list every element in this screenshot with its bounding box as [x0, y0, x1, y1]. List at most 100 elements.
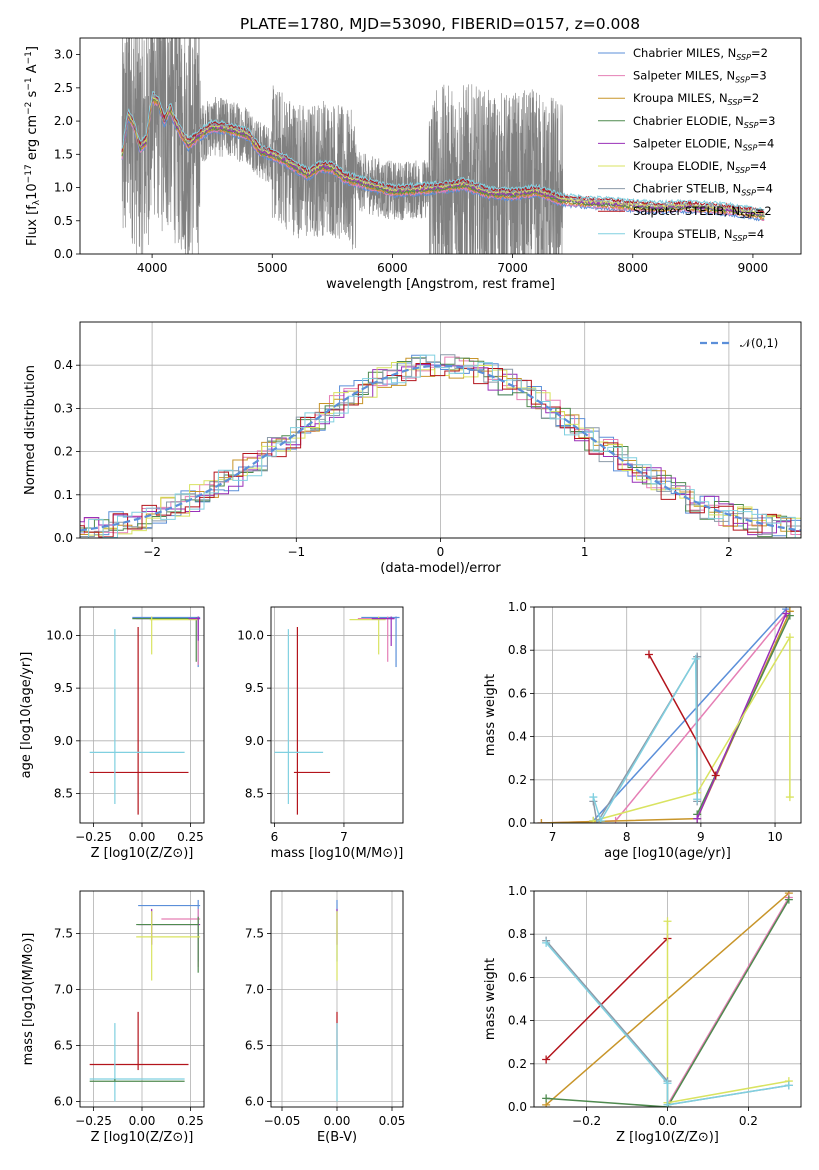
x-tick-label: 9000 [738, 261, 769, 275]
x-tick-label: 0 [437, 545, 445, 559]
plot-area-mass_vs_Z [89, 899, 201, 1102]
y-label-part: erg cm [25, 115, 40, 164]
x-tick-label: 0.00 [324, 1114, 351, 1128]
y-axis-label: mass weight [483, 958, 498, 1040]
weight-series-line [545, 942, 789, 1106]
y-tick-label: 9.5 [54, 681, 73, 695]
x-tick-label: 4000 [137, 261, 168, 275]
y-label-part: 10 [25, 183, 40, 200]
legend-entry: Chabrier STELIB, NSSP=4 [633, 182, 773, 198]
y-tick-label: 0.2 [54, 445, 73, 459]
y-tick-label: 3.0 [54, 48, 73, 62]
y-tick-label: 0.8 [508, 927, 527, 941]
axes-age_vs_mass: 6 7 8.5 9.0 9.5 10.0 mass [log10(M/M⊙)] [237, 606, 404, 861]
y-tick-label: 10.0 [46, 628, 73, 642]
weight-point-marker [644, 650, 653, 659]
weight-series-line [696, 613, 787, 819]
axes-residuals: −2 −1 0 1 2 0.0 0.1 0.2 0.3 0.4 (data-model)/error… [23, 321, 802, 576]
x-axis-label: (data-model)/error [380, 561, 501, 576]
weight-point-marker [785, 633, 794, 642]
legend-entry-nssp: =4 [757, 136, 774, 150]
weight-series-line [648, 654, 717, 776]
weight-point-marker [691, 654, 700, 663]
legend-entry-nssp: =4 [747, 227, 764, 241]
legend-entry-name: Chabrier STELIB, N [633, 182, 741, 196]
y-tick-label: 0.4 [508, 1014, 527, 1028]
x-axis-label: wavelength [Angstrom, rest frame] [326, 277, 555, 292]
weight-point-marker [542, 938, 551, 947]
x-tick-label: −1 [287, 545, 305, 559]
y-label-part: Flux [f [25, 205, 40, 246]
x-tick-label: 9 [697, 830, 705, 844]
axes-frame-age_vs_Z [79, 606, 205, 824]
legend-entry-sub: SSP [736, 53, 751, 62]
y-tick-label: 7.5 [54, 927, 73, 941]
normal-curve [80, 364, 801, 532]
legend-entry-sub: SSP [735, 166, 750, 175]
plot-area-weight_vs_Z [542, 891, 793, 1107]
y-tick-label: 0.0 [508, 1100, 527, 1114]
x-tick-label: 0.2 [739, 1114, 758, 1128]
y-tick-label: 0.0 [508, 816, 527, 830]
x-tick-label: 1 [581, 545, 589, 559]
x-tick-label: 0.25 [177, 830, 204, 844]
y-label-part: s [25, 90, 40, 101]
x-axis-label: age [log10(age/yr)] [604, 846, 731, 861]
x-tick-label: 0.05 [379, 1114, 406, 1128]
y-tick-label: 8.5 [245, 786, 264, 800]
x-tick-label: 0.0 [658, 1114, 677, 1128]
y-tick-label: 1.0 [508, 884, 527, 898]
model-spectrum-line [121, 90, 765, 211]
y-label-part: −2 [24, 102, 34, 115]
weight-series-line [545, 937, 669, 1061]
axes-frame-residuals [79, 321, 802, 539]
legend-entry-sub: SSP [740, 211, 755, 220]
weight-point-marker [784, 1081, 793, 1090]
legend-entry: Chabrier MILES, NSSP=2 [633, 46, 768, 62]
model-spectrum-line [121, 96, 765, 217]
y-tick-label: 0.1 [54, 488, 73, 502]
residual-histogram [80, 354, 801, 538]
axes-frame-mass_vs_ebv [270, 890, 404, 1108]
model-spectrum-line [121, 94, 765, 216]
y-tick-label: 8.5 [54, 786, 73, 800]
legend-entry-sub: SSP [735, 76, 750, 85]
weight-point-marker [542, 1094, 551, 1103]
weight-series-line [592, 608, 787, 822]
legend-entry-name: Salpeter STELIB, N [633, 204, 740, 218]
x-tick-label: 7 [340, 830, 348, 844]
weight-point-marker [784, 895, 793, 904]
weight-point-marker [782, 609, 791, 618]
axes-weight_vs_Z: −0.2 0.0 0.2 0.0 0.2 0.4 0.6 0.8 1.0 Z [log10(Z/Z… [483, 884, 802, 1145]
y-tick-label: 0.5 [54, 214, 73, 228]
y-label-part: λ [32, 199, 42, 205]
y-tick-label: 0.4 [54, 358, 73, 372]
x-tick-label: −0.05 [264, 1114, 301, 1128]
legend-entry: Kroupa STELIB, NSSP=4 [633, 227, 764, 243]
x-tick-label: 8 [623, 830, 631, 844]
weight-point-marker [711, 771, 720, 780]
y-tick-label: 6.5 [245, 1038, 264, 1052]
y-axis-label: Flux [fλ10−17 erg cm−2 s−1 A−1] [24, 46, 42, 246]
model-spectrum-line [121, 91, 765, 213]
y-tick-label: 7.5 [245, 927, 264, 941]
y-label-part: ] [25, 46, 40, 51]
plot-area-residuals [80, 354, 801, 538]
legend-entry-nssp: =2 [751, 46, 768, 60]
x-axis-label: Z [log10(Z/Z⊙)] [91, 846, 194, 861]
x-axis-label: Z [log10(Z/Z⊙)] [91, 1130, 194, 1145]
weight-point-marker [663, 1079, 672, 1088]
y-axis-label: mass weight [483, 674, 498, 756]
legend-entry-name: Chabrier ELODIE, N [633, 114, 744, 128]
axes-frame-spectrum [79, 37, 802, 255]
y-tick-label: 6.0 [54, 1094, 73, 1108]
y-tick-label: 6.0 [245, 1094, 264, 1108]
plot-area-age_vs_Z [89, 616, 201, 815]
legend-entry-nssp: =4 [756, 182, 773, 196]
residual-histogram [80, 362, 801, 538]
y-tick-label: 9.5 [245, 681, 264, 695]
y-tick-label: 0.2 [508, 773, 527, 787]
y-tick-label: 9.0 [54, 734, 73, 748]
